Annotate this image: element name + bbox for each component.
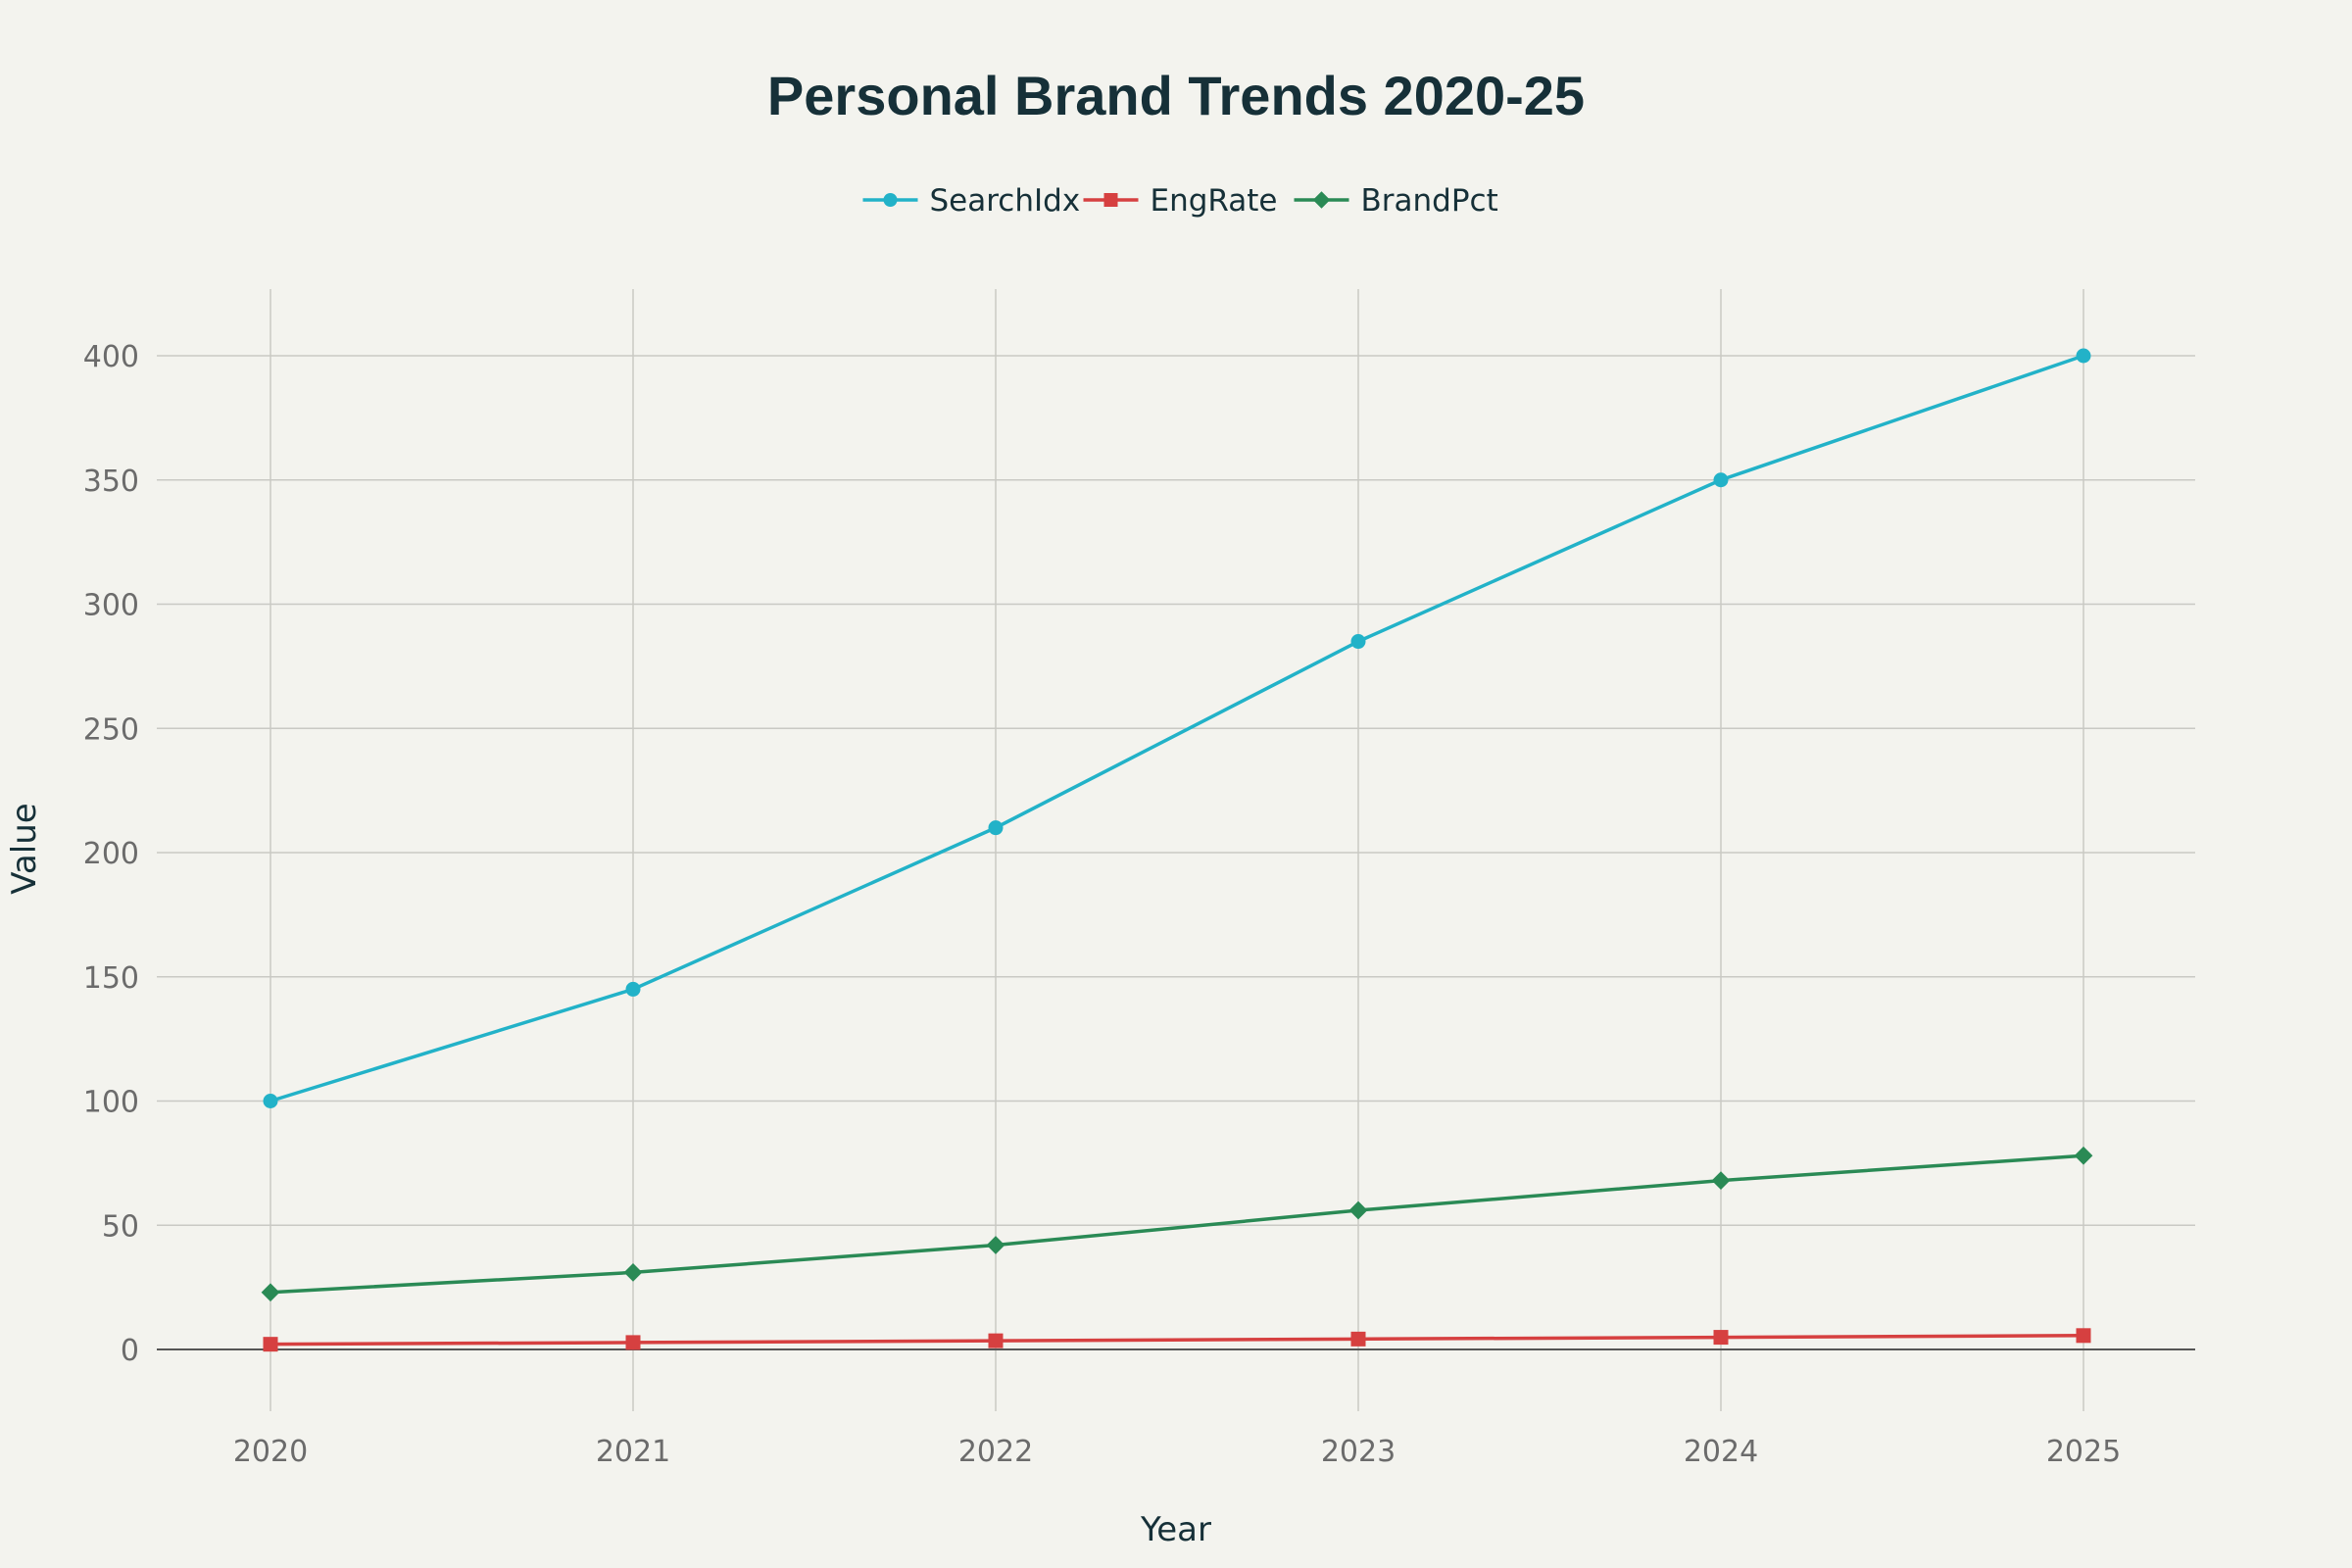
series-searchidx — [263, 348, 2091, 1108]
y-tick-label: 250 — [83, 712, 139, 747]
brandpct-point — [2074, 1146, 2093, 1165]
engrate-point — [988, 1333, 1004, 1348]
x-tick-label: 2025 — [2046, 1435, 2121, 1469]
y-tick-label: 300 — [83, 589, 139, 623]
engrate-point — [1350, 1331, 1366, 1347]
series-engrate — [263, 1328, 2091, 1352]
series — [261, 348, 2093, 1352]
engrate-point — [2076, 1328, 2091, 1344]
legend-marker-searchidx — [883, 193, 898, 207]
grid — [157, 289, 2195, 1411]
brandpct-line — [270, 1153, 2084, 1295]
x-tick-label: 2023 — [1321, 1435, 1396, 1469]
brandpct-point — [623, 1263, 643, 1282]
y-tick-label: 400 — [83, 340, 139, 374]
legend-label: EngRate — [1151, 183, 1278, 219]
y-tick-label: 350 — [83, 465, 139, 499]
searchidx-point — [625, 981, 641, 997]
searchidx-point — [1350, 634, 1366, 650]
legend-item-brandpct[interactable]: BrandPct — [1294, 183, 1498, 219]
x-tick-label: 2020 — [233, 1435, 308, 1469]
x-axis-title: Year — [1140, 1510, 1211, 1549]
y-tick-label: 200 — [83, 837, 139, 871]
brandpct-point — [1711, 1171, 1731, 1190]
brandpct-point — [986, 1236, 1005, 1254]
y-tick-label: 150 — [83, 961, 139, 996]
legend-item-searchidx[interactable]: SearchIdx — [862, 183, 1081, 219]
y-tick-label: 50 — [102, 1209, 139, 1244]
legend-label: SearchIdx — [930, 183, 1081, 219]
searchidx-point — [2076, 348, 2091, 364]
brandpct-point — [261, 1283, 280, 1302]
brandpct-point — [1348, 1200, 1368, 1220]
engrate-point — [1713, 1330, 1729, 1346]
y-tick-label: 100 — [83, 1086, 139, 1120]
axes: 2020 2021 2022 2023 2024 2025 0 50 100 150 200 250 3… — [83, 340, 2121, 1469]
engrate-point — [625, 1335, 641, 1350]
legend-marker-brandpct — [1312, 191, 1331, 209]
searchidx-point — [263, 1094, 278, 1108]
x-tick-label: 2021 — [596, 1435, 670, 1469]
engrate-line — [270, 1334, 2084, 1347]
series-brandpct — [261, 1146, 2093, 1302]
x-tick-label: 2024 — [1684, 1435, 1758, 1469]
legend[interactable]: SearchIdx EngRate BrandPct — [862, 183, 1498, 219]
y-axis-title: Value — [5, 803, 44, 894]
engrate-point — [263, 1337, 278, 1352]
y-tick-label: 0 — [121, 1334, 139, 1368]
legend-marker-engrate — [1103, 193, 1118, 207]
legend-label: BrandPct — [1361, 183, 1498, 219]
legend-item-engrate[interactable]: EngRate — [1083, 183, 1278, 219]
searchidx-point — [1713, 472, 1729, 488]
chart-title: Personal Brand Trends 2020-25 — [767, 65, 1585, 126]
x-tick-label: 2022 — [958, 1435, 1033, 1469]
searchidx-point — [988, 820, 1004, 836]
searchidx-line — [270, 354, 2084, 1103]
